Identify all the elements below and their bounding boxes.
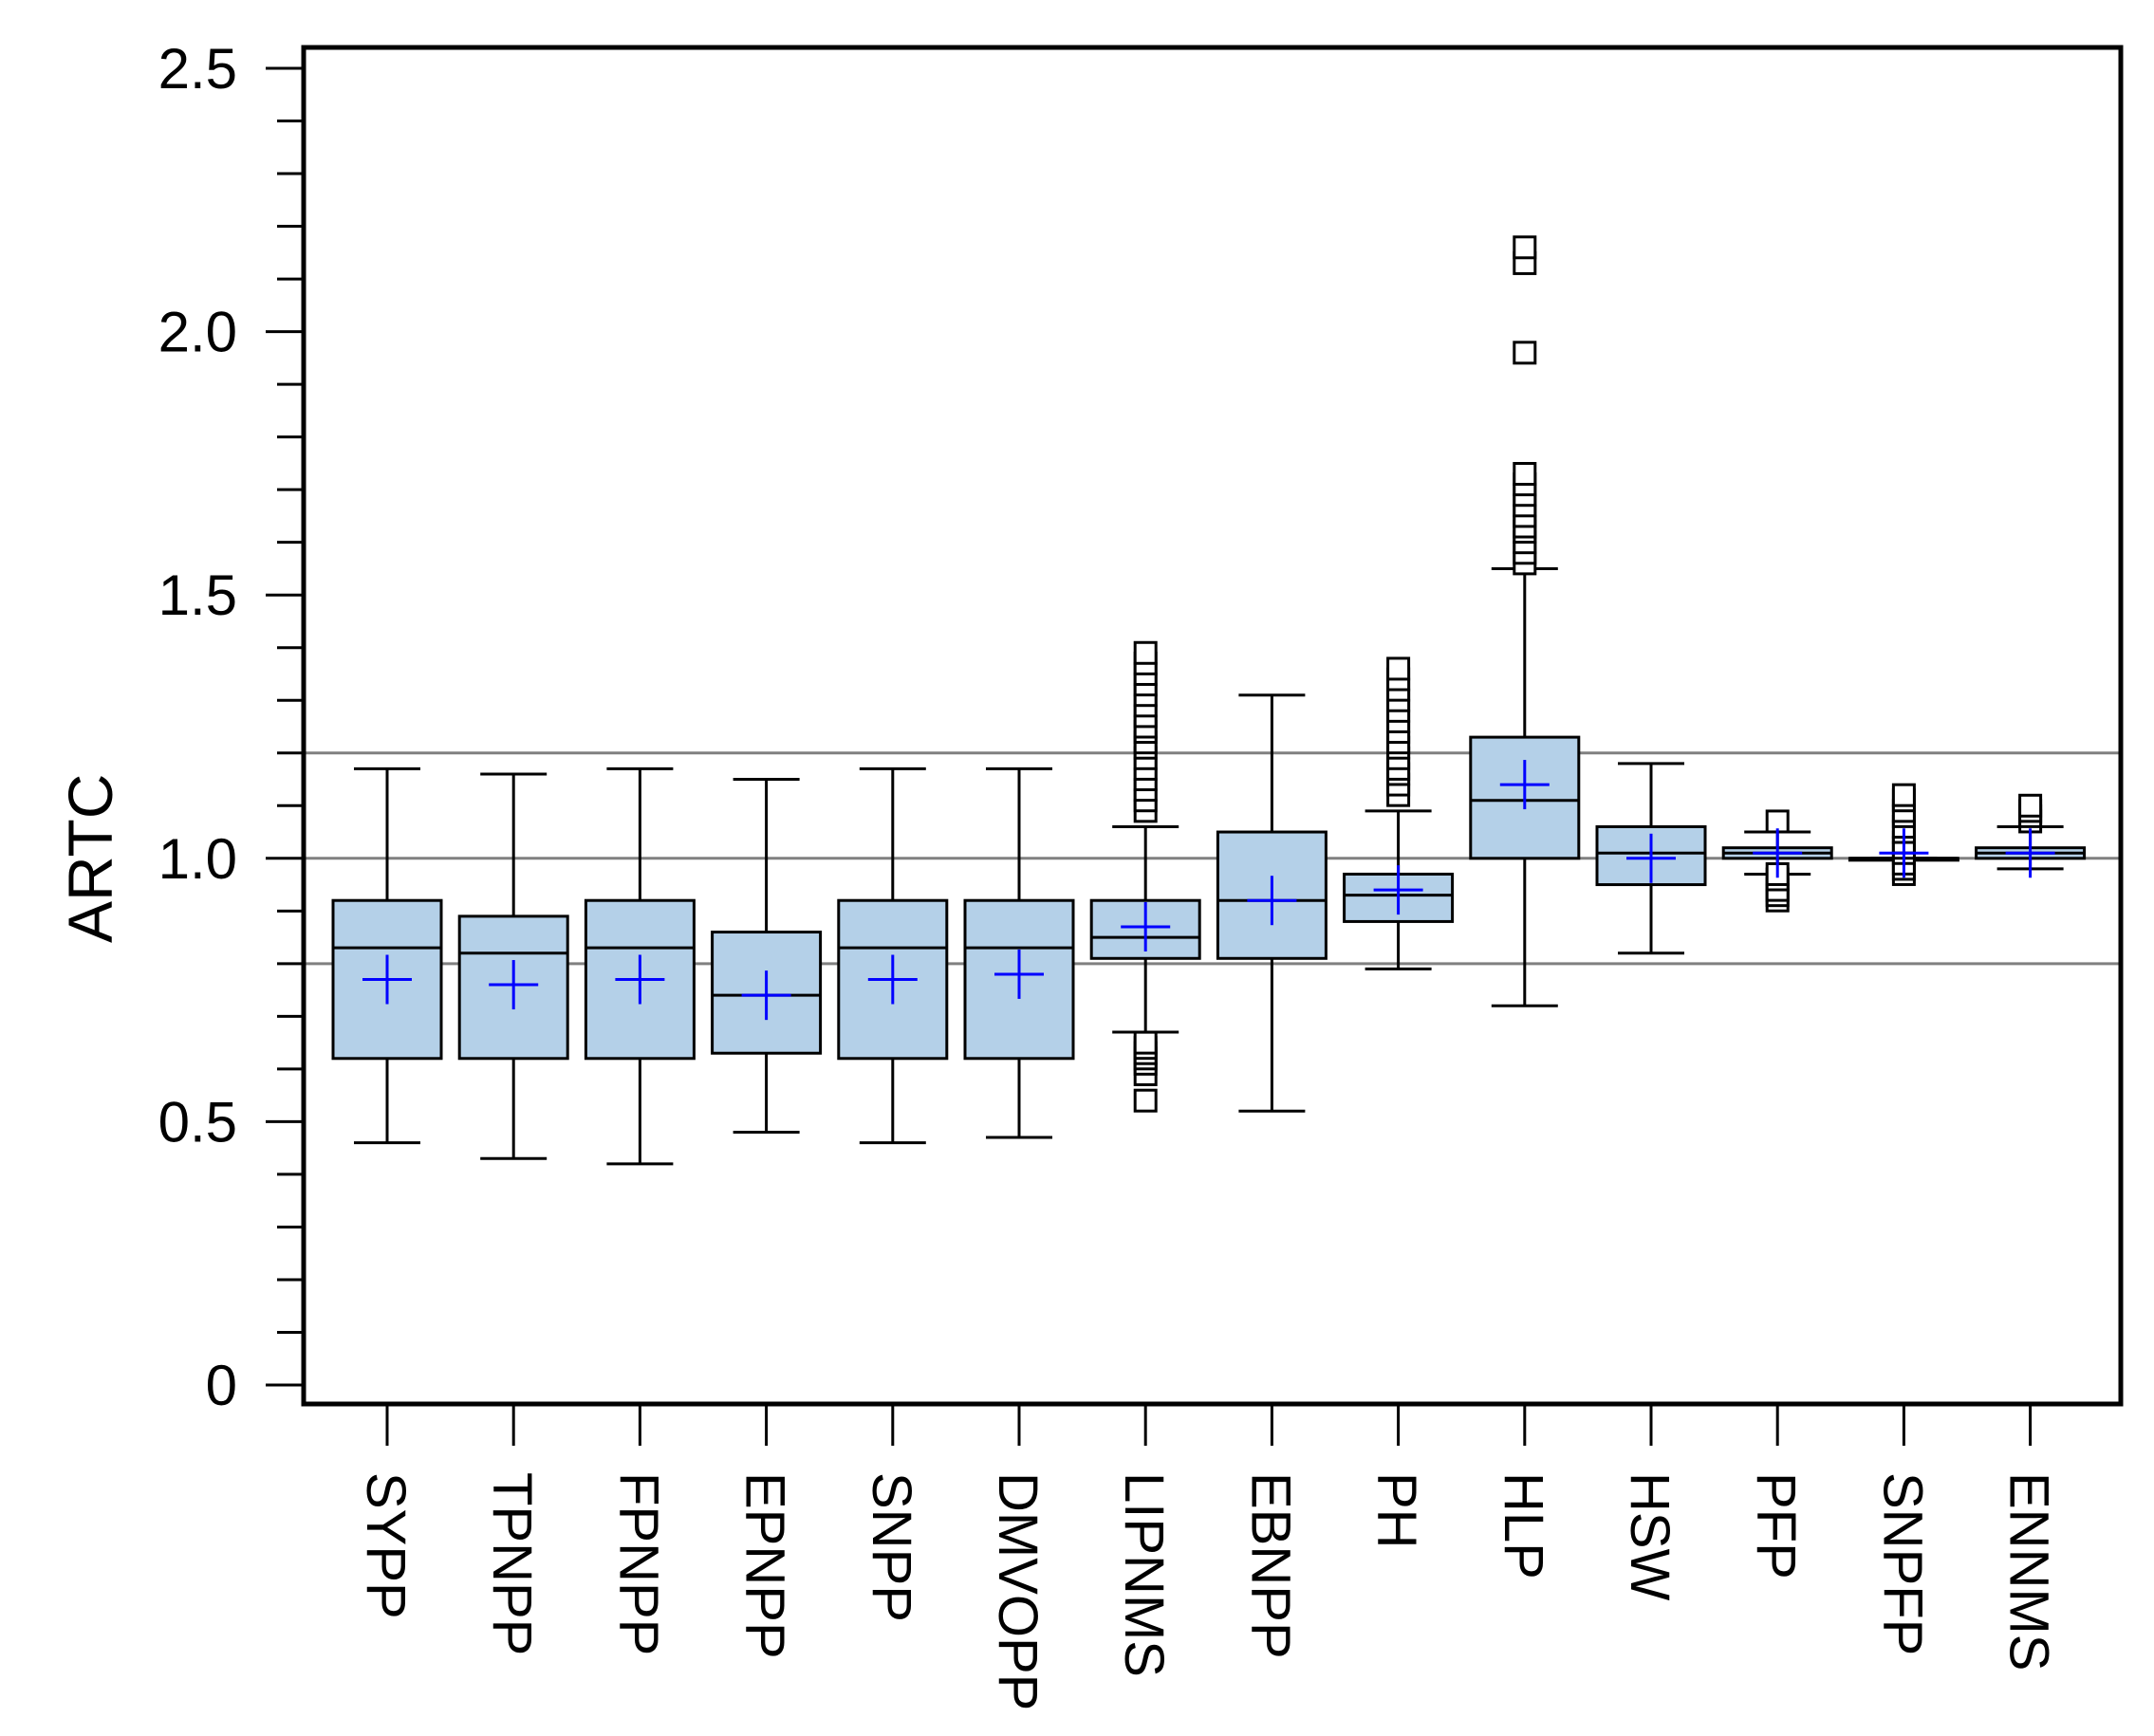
x-tick-label: DMVOPP [987,1472,1049,1710]
mean-marker [1373,865,1423,915]
box-group-ebnpp [1216,693,1328,1113]
box-group-ph [1343,656,1455,970]
x-tick-label: FPNPP [607,1472,669,1655]
x-tick-label: HSW [1619,1472,1680,1601]
outlier-point [1386,656,1411,681]
outlier-point [1133,1030,1158,1055]
mean-marker [2005,828,2055,878]
outlier-point [2018,793,2043,818]
box-group-lipnms [1089,640,1201,1113]
mean-marker [489,960,539,1010]
y-tick-label: 2.0 [158,301,237,364]
box-group-hsw [1595,762,1707,955]
box-group-ennms [1975,793,2087,878]
y-tick-label: 2.5 [158,37,237,101]
mean-marker [362,954,412,1005]
box-group-tpnpp [457,772,569,1160]
y-tick-label: 1.0 [158,827,237,891]
box-group-snpfp [1848,783,1959,886]
mean-marker [994,949,1044,999]
x-tick-label: PH [1366,1472,1428,1549]
y-tick-label: 0.5 [158,1090,237,1154]
plot-frame [301,45,2124,1407]
x-tick-label: HLP [1493,1472,1554,1579]
outlier-point [1891,783,1916,807]
mean-marker [741,970,791,1021]
outlier-point [1133,1088,1158,1113]
box-group-snpp [837,766,949,1145]
outlier-point [1133,640,1158,665]
y-axis: 0 0.5 1.0 1.5 2.0 2.5 [158,37,304,1417]
y-tick-label: 1.5 [158,563,237,627]
outlier-point [1513,235,1537,260]
box-group-fpnpp [584,766,696,1166]
outlier-point [1513,341,1537,365]
mean-marker [1499,760,1550,810]
reference-lines [304,751,2121,966]
x-tick-label: SYPP [355,1472,417,1619]
mean-marker [615,954,665,1005]
y-tick-label: 0 [206,1354,237,1417]
x-tick-label: EPNPP [734,1472,796,1659]
x-tick-label: EBNPP [1239,1472,1301,1659]
mean-marker [1247,876,1297,926]
mean-marker [867,954,918,1005]
box-group-sypp [331,766,443,1145]
x-tick-label: SNPFP [1871,1472,1933,1655]
outlier-point [1513,462,1537,487]
x-tick-label: PFP [1745,1472,1807,1579]
mean-marker [1121,901,1171,951]
x-tick-label: LIPNMS [1113,1472,1175,1677]
mean-marker [1879,828,1929,878]
box-group-pfp [1721,809,1833,913]
box-iqr [711,931,823,1055]
box-iqr [1216,830,1328,960]
box-group-epnpp [711,778,823,1135]
mean-marker [1626,833,1676,883]
x-axis: SYPP TPNPP FPNPP EPNPP SNPP DMVOPP LIPNMS EBNPP… [355,1404,2060,1710]
box-group-hlp [1469,235,1581,1007]
box-group-dmvopp [963,766,1075,1139]
box-series [331,235,2087,1166]
box-iqr [331,898,443,1061]
x-tick-label: TPNPP [481,1472,543,1655]
x-tick-label: SNPP [861,1472,922,1622]
box-iqr [837,898,949,1061]
mean-marker [1753,828,1803,878]
y-axis-title: ARTC [55,774,125,943]
x-tick-label: ENNMS [1998,1472,2060,1671]
